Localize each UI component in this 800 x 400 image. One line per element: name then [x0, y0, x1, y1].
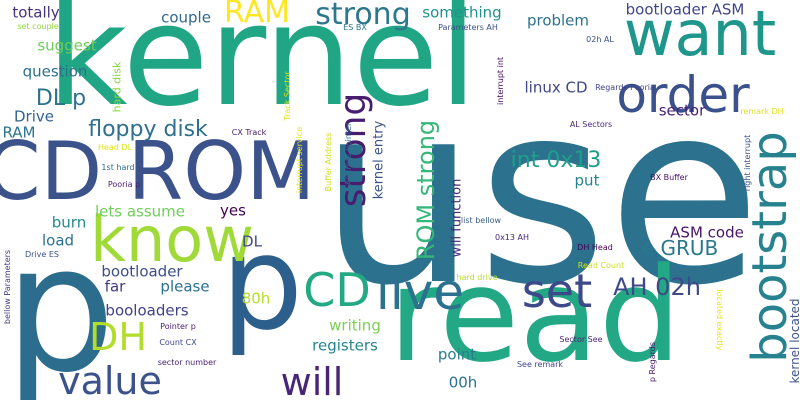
word-interrupt-int: interrupt int: [496, 56, 505, 106]
word-lets-assume: lets assume: [94, 202, 186, 221]
word-live: live: [375, 263, 465, 321]
word-regards-pooria: Regards Pooria: [595, 83, 655, 92]
word-kernel-entry: kernel entry: [371, 120, 387, 200]
word-sector: sector: [658, 101, 706, 120]
word-0x13-ah: 0x13 AH: [494, 233, 530, 242]
word-drive-es: Drive ES: [24, 250, 60, 259]
word-totally: totally: [12, 3, 60, 22]
word-00h: 00h: [448, 373, 478, 392]
word-want: want: [623, 0, 777, 70]
word-hard-disk: hard disk: [110, 61, 124, 113]
word-kernel-located: kernel located: [788, 298, 800, 384]
word-pointer-p: Pointer p: [160, 322, 196, 331]
word-burn: burn: [51, 213, 87, 232]
word-count-cx: Count CX: [159, 338, 197, 347]
word-something: something: [422, 3, 502, 22]
word-point: point: [437, 345, 477, 364]
word-bootloader: bootloader: [101, 262, 183, 281]
word-put: put: [574, 171, 600, 190]
word-rom-strong: ROM strong: [412, 119, 440, 261]
word-hard-drive: hard drive: [456, 273, 498, 282]
word-set: set: [521, 264, 593, 318]
word-dh-head: DH Head: [577, 243, 613, 252]
word-suggest: suggest: [37, 36, 97, 55]
word-p: p: [4, 208, 116, 400]
word-1st-hard: 1st hard: [101, 163, 135, 172]
word-registers: registers: [312, 336, 378, 355]
word-strong: strong: [315, 0, 411, 32]
word-value: value: [58, 359, 162, 400]
word-drive: Drive: [14, 107, 54, 126]
word-right-interrupt: right interrupt: [743, 134, 752, 192]
word-int-0x13: int 0x13: [510, 148, 602, 173]
word-linux-cd: linux CD: [524, 78, 588, 97]
word-read: read: [388, 239, 682, 391]
word-ram: RAM: [2, 123, 36, 142]
word-yes: yes: [220, 201, 246, 220]
word-problem: problem: [526, 11, 590, 30]
word-cd-rom: CD ROM: [0, 125, 316, 218]
word-interrupt-service: interrupt service: [295, 126, 304, 194]
word-will: will: [280, 360, 344, 400]
word-head-dl: Head DL: [97, 143, 133, 152]
word-kernel: kernel: [46, 0, 478, 138]
word-sector-see: Sector See: [559, 335, 603, 344]
word-read-count: Read Count: [577, 261, 625, 270]
word-booloaders: booloaders: [105, 301, 189, 320]
word-order: order: [616, 66, 750, 124]
word-parameters-ah: Parameters AH: [438, 23, 498, 32]
word-remark-dh: remark DH: [740, 107, 784, 116]
word-ram: RAM: [223, 0, 291, 30]
word-track-sector: Track Sector: [283, 71, 292, 121]
word-strong: strong: [333, 92, 374, 208]
word-load: load: [41, 231, 75, 250]
word-p: p: [220, 207, 304, 359]
word-cd: CD: [303, 263, 371, 317]
word-far: far: [104, 277, 126, 296]
word-use: use: [318, 49, 762, 340]
word-list-bellow: list bellow: [460, 216, 502, 225]
word-e-grub: e GRUB: [641, 236, 719, 260]
word-dh: DH: [89, 315, 147, 359]
word-dl-p: DL p: [35, 86, 87, 111]
word-writing: writing: [329, 316, 381, 335]
word-sector-number: sector number: [157, 358, 217, 367]
word-see-remark: See remark: [516, 360, 564, 369]
word-buffer-address: Buffer Address: [324, 132, 333, 192]
word-bellow-parameters: bellow Parameters: [3, 249, 12, 325]
word-floppy-disk: floppy disk: [88, 117, 208, 142]
word-set-couple: set couple: [17, 22, 59, 31]
word-p-regards: p Regards: [648, 341, 657, 383]
word-located-exactly: located exactly: [715, 289, 724, 351]
word-02h-al: 02h AL: [586, 35, 614, 44]
word-al-sectors: AL Sectors: [569, 120, 613, 129]
word-know: know: [90, 203, 254, 276]
word-dl: DL: [242, 232, 262, 251]
word-pooria-p: Pooria p: [107, 180, 141, 189]
word-couple: couple: [161, 8, 211, 27]
word-asm-code: ASM code: [670, 223, 744, 242]
word-80h: 80h: [241, 289, 271, 308]
word-ah-02h: AH 02h: [613, 273, 701, 301]
word-cx-track: CX Track: [231, 128, 267, 137]
word-es-bx: ES BX: [343, 23, 367, 32]
word-bx-buffer: BX Buffer: [650, 173, 688, 182]
word-address-pointer: Address Pointer: [344, 122, 353, 186]
word-bootloader-asm: bootloader ASM: [625, 0, 745, 19]
word-bootstrap: bootstrap: [742, 131, 798, 363]
word-question: question: [22, 62, 88, 81]
word-please: please: [160, 277, 210, 296]
